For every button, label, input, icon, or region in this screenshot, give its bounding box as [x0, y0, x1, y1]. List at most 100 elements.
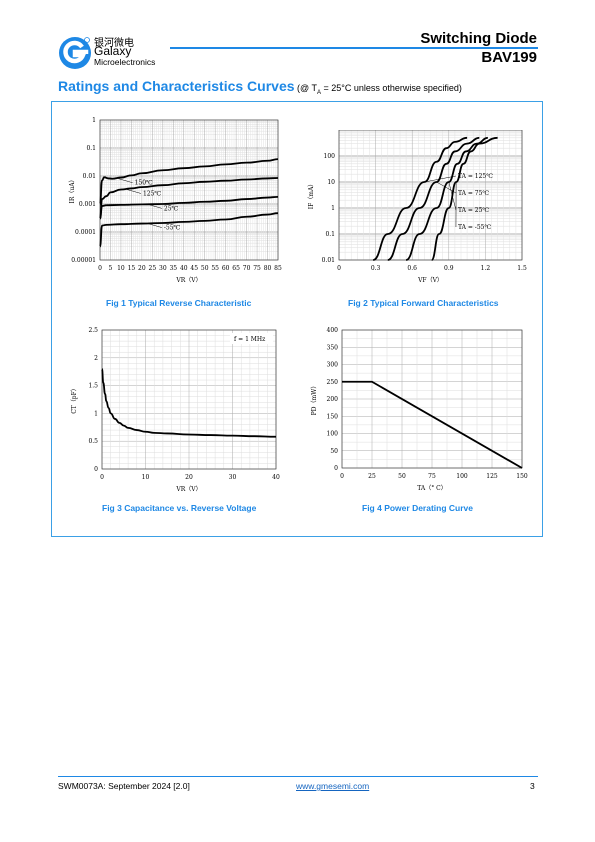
y-tick-label: 300	[327, 362, 339, 369]
y-tick-label: 0.1	[325, 231, 335, 238]
fig4-caption: Fig 4 Power Derating Curve	[362, 503, 473, 513]
series-line-1	[101, 368, 277, 438]
fig2-caption: Fig 2 Typical Forward Characteristics	[348, 298, 499, 308]
x-tick-label: 85	[274, 265, 282, 272]
logo-subname: Microelectronics	[94, 57, 156, 67]
y-tick-label: 1	[94, 410, 98, 417]
x-tick-label: 0.3	[371, 265, 381, 272]
header-divider	[170, 47, 538, 49]
y-tick-label: 0.01	[322, 257, 335, 264]
series-label: 125℃	[143, 190, 161, 197]
x-tick-label: 20	[185, 474, 193, 481]
x-tick-label: 0	[337, 265, 341, 272]
x-axis-label: VR（V）	[175, 277, 201, 284]
website-link[interactable]: www.gmesemi.com	[296, 781, 370, 791]
y-tick-label: 200	[327, 396, 339, 403]
annotation-box	[230, 333, 273, 344]
y-tick-label: 400	[327, 327, 339, 334]
frequency-annotation: f = 1 MHz	[234, 336, 265, 343]
x-tick-label: 40	[272, 474, 280, 481]
x-tick-label: 75	[253, 265, 261, 272]
x-tick-label: 50	[398, 473, 406, 480]
y-axis-label: PD（mW）	[311, 383, 318, 416]
series-label: 25℃	[164, 205, 179, 212]
y-axis-label: IF（mA）	[308, 181, 315, 210]
series-line-4	[99, 212, 279, 248]
series-line-1	[372, 136, 468, 261]
series-line-2	[99, 177, 279, 220]
section-title: Ratings and Characteristics Curves	[58, 78, 295, 94]
y-tick-label: 0.00001	[71, 257, 96, 264]
footer-url[interactable]: www.gmesemi.com	[296, 781, 369, 791]
y-tick-label: 250	[327, 379, 339, 386]
series-line-1	[99, 158, 279, 205]
y-tick-label: 0.001	[79, 201, 96, 208]
x-tick-label: 70	[243, 265, 251, 272]
x-tick-label: 35	[169, 265, 177, 272]
plot-border	[338, 130, 523, 261]
x-tick-label: 25	[368, 473, 376, 480]
series-label-leader	[424, 175, 456, 183]
x-tick-label: 15	[128, 265, 136, 272]
y-axis-label: IR（uA）	[69, 176, 76, 203]
fig1-reverse-chart: 0 5 10 15 20 25 30 35 40 45 50 55 60 65 70 75 80 85 0.0000…	[69, 117, 282, 284]
y-tick-label: 100	[327, 431, 339, 438]
x-tick-label: 10	[142, 474, 150, 481]
series-label: TA = 75℃	[458, 190, 489, 197]
x-tick-label: 60	[222, 265, 230, 272]
y-tick-label: 0.01	[83, 173, 96, 180]
y-tick-label: 0	[334, 465, 338, 472]
footer-divider	[58, 776, 538, 777]
logo-name: Galaxy	[94, 44, 132, 58]
x-tick-label: 30	[159, 265, 167, 272]
series-line-4	[430, 136, 498, 261]
series-label: TA = 25℃	[458, 207, 489, 214]
plot-border	[101, 329, 277, 470]
y-tick-label: 2	[94, 355, 98, 362]
x-tick-label: 75	[428, 473, 436, 480]
x-tick-label: 100	[456, 473, 468, 480]
y-tick-label: 350	[327, 344, 339, 351]
y-tick-label: 0.1	[86, 145, 96, 152]
x-axis-label: TA（° C）	[417, 485, 447, 492]
x-axis-label: VR（V）	[175, 486, 201, 493]
x-tick-label: 0	[98, 265, 102, 272]
x-tick-label: 65	[232, 265, 240, 272]
x-tick-label: 55	[211, 265, 219, 272]
x-tick-label: 0	[340, 473, 344, 480]
series-label-leader	[147, 204, 162, 209]
footer-doc-id: SWM0073A: September 2024 [2.0]	[58, 781, 190, 791]
x-tick-label: 0.6	[407, 265, 417, 272]
series-label: TA = 125℃	[458, 173, 493, 180]
x-tick-label: 125	[486, 473, 498, 480]
logo-chinese-name: 银河微电	[94, 38, 134, 49]
y-tick-label: 1	[331, 205, 335, 212]
y-tick-label: 10	[327, 179, 335, 186]
x-tick-label: 10	[117, 265, 125, 272]
x-tick-label: 20	[138, 265, 146, 272]
y-tick-label: 0.0001	[75, 229, 96, 236]
fig3-capacitance-chart: 0 10 20 30 40 0 0.5 1 1.5 2 2.5 VR（V） CT（pF） f = 1 MH…	[71, 327, 280, 493]
y-tick-label: 2.5	[88, 327, 98, 334]
x-tick-label: 30	[229, 474, 237, 481]
series-line-3	[99, 195, 279, 220]
y-tick-label: 50	[330, 448, 338, 455]
x-tick-label: 5	[109, 265, 113, 272]
x-tick-label: 50	[201, 265, 209, 272]
document-title: Switching Diode	[420, 30, 537, 47]
series-label: 150℃	[135, 180, 153, 187]
series-label-leader	[436, 181, 457, 194]
series-line-2	[387, 136, 480, 261]
series-label-leader	[126, 189, 142, 194]
y-tick-label: 100	[324, 153, 336, 160]
x-tick-label: 25	[149, 265, 157, 272]
series-line-3	[405, 136, 488, 261]
x-tick-label: 1.5	[517, 265, 527, 272]
y-tick-label: 1	[92, 117, 96, 124]
charts-frame	[51, 101, 543, 537]
x-tick-label: 150	[516, 473, 528, 480]
x-tick-label: 40	[180, 265, 188, 272]
series-label-leader	[118, 178, 133, 183]
plot-border	[99, 119, 279, 261]
y-axis-label: CT（pF）	[71, 385, 78, 414]
